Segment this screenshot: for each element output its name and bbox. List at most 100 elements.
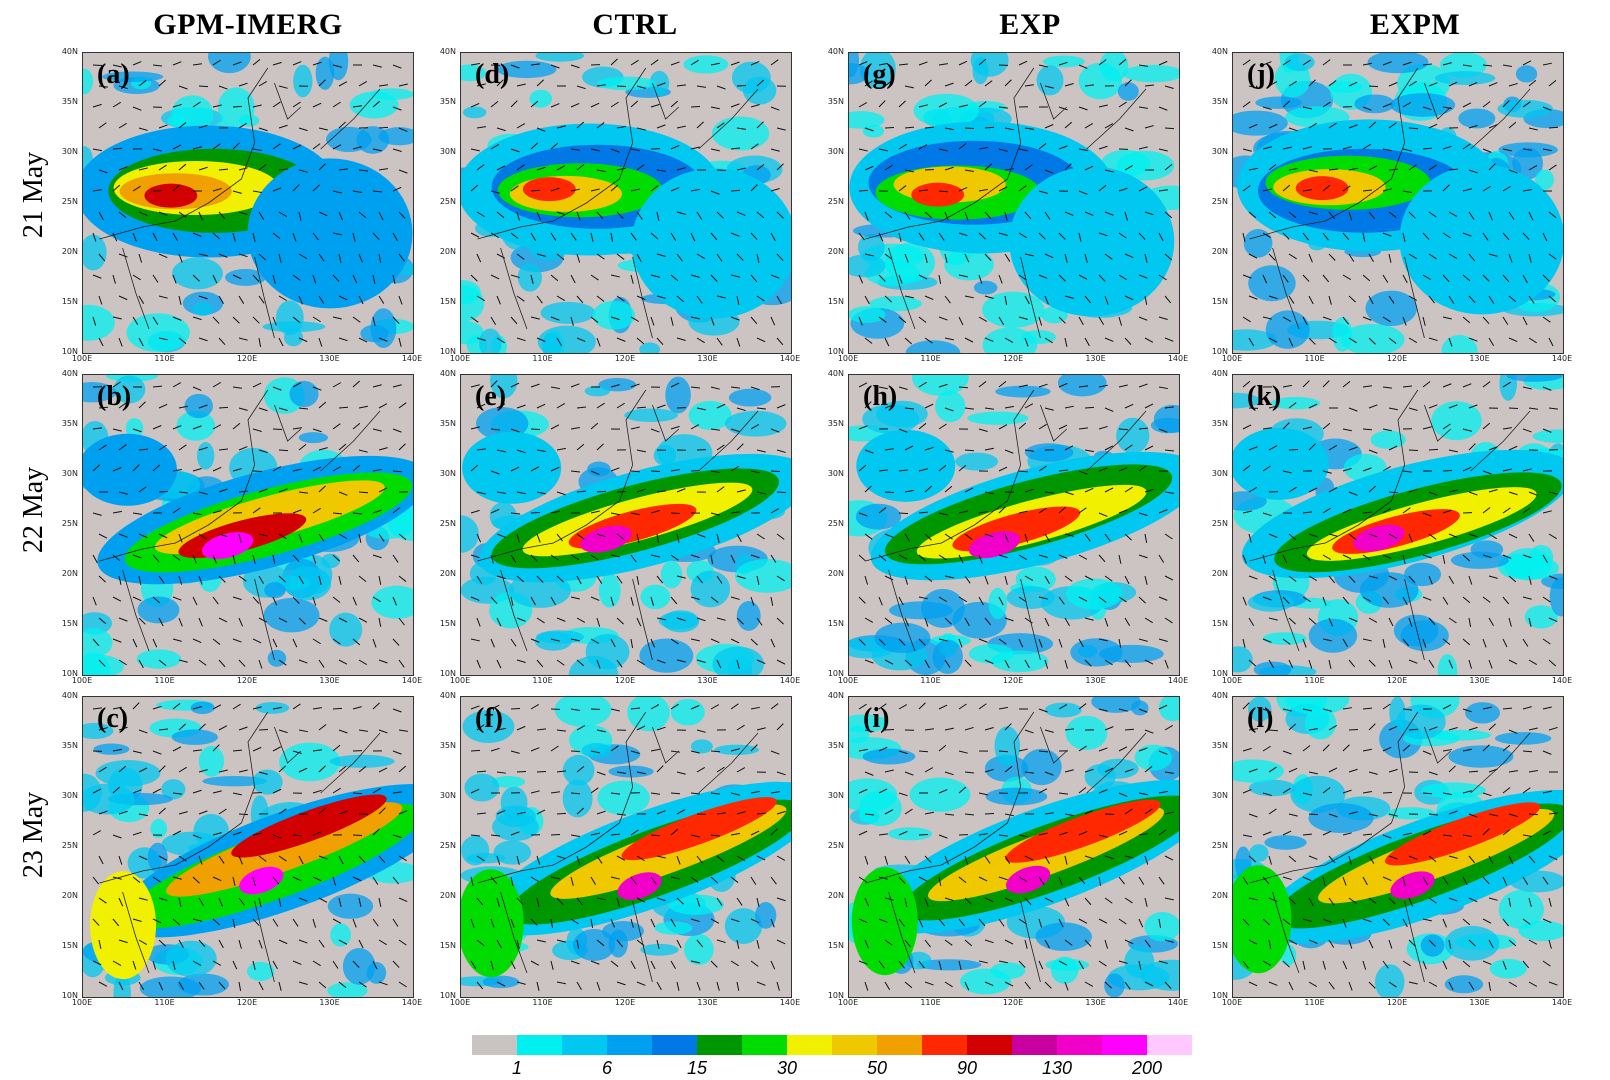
wind-barb bbox=[756, 163, 765, 171]
wind-barb bbox=[132, 876, 141, 884]
lat-tick-label: 40N bbox=[439, 369, 456, 378]
wind-barb bbox=[470, 384, 480, 388]
wind-barb bbox=[590, 274, 599, 281]
lat-tick-label: 35N bbox=[439, 419, 456, 428]
wind-barb bbox=[92, 274, 102, 279]
wind-barb bbox=[1488, 575, 1498, 579]
wind-barb bbox=[636, 127, 646, 131]
lat-tick-label: 20N bbox=[61, 891, 78, 900]
wind-barb bbox=[944, 485, 953, 493]
wind-barb bbox=[1548, 812, 1558, 815]
wind-barb bbox=[1242, 148, 1252, 152]
wind-barb bbox=[138, 767, 148, 773]
wind-barb bbox=[904, 169, 914, 173]
wind-barb bbox=[1348, 768, 1358, 773]
wind-barb bbox=[978, 596, 984, 606]
lon-tick-label: 130E bbox=[697, 354, 718, 363]
lat-tick-label: 40N bbox=[827, 369, 844, 378]
wind-barb bbox=[736, 127, 746, 130]
wind-barb bbox=[1018, 554, 1028, 560]
wind-barb bbox=[1248, 728, 1258, 731]
wind-barb bbox=[590, 188, 600, 192]
wind-barb bbox=[398, 337, 402, 347]
wind-barb bbox=[630, 829, 639, 836]
lat-tick-label: 10N bbox=[61, 669, 78, 678]
wind-barb bbox=[1084, 897, 1092, 906]
wind-barb bbox=[730, 638, 740, 644]
wind-barb bbox=[1138, 465, 1147, 472]
wind-barb bbox=[1402, 876, 1406, 886]
wind-barb bbox=[1248, 659, 1257, 667]
wind-barb bbox=[192, 386, 202, 391]
wind-barb bbox=[476, 403, 486, 409]
wind-barb bbox=[1528, 575, 1532, 585]
wind-barb bbox=[1442, 383, 1452, 388]
wind-barb bbox=[132, 512, 142, 515]
wind-barb bbox=[232, 749, 243, 752]
wind-barb bbox=[590, 510, 600, 514]
rain-cell bbox=[113, 375, 146, 404]
wind-barb bbox=[1522, 60, 1532, 66]
wind-barb bbox=[1144, 981, 1154, 987]
wind-barb bbox=[576, 121, 585, 129]
wind-barb bbox=[92, 830, 102, 836]
rain-cell bbox=[562, 779, 593, 818]
wind-barb bbox=[1402, 470, 1412, 473]
wind-barb bbox=[1268, 337, 1278, 343]
wind-barb bbox=[118, 211, 127, 218]
wind-barb bbox=[1124, 403, 1134, 409]
wind-barb bbox=[770, 274, 780, 279]
wind-barb bbox=[1522, 232, 1530, 240]
wind-barb bbox=[312, 61, 322, 66]
wind-barb bbox=[1442, 469, 1453, 472]
wind-barb bbox=[1482, 596, 1491, 603]
wind-barb bbox=[1348, 811, 1358, 815]
lon-tick-label: 140E bbox=[779, 998, 801, 1007]
lat-tick-label: 10N bbox=[61, 991, 78, 1000]
wind-barb bbox=[138, 127, 148, 131]
wind-barb bbox=[864, 449, 874, 454]
wind-barb bbox=[864, 401, 872, 409]
wind-barb bbox=[1004, 855, 1011, 864]
wind-barb bbox=[510, 750, 520, 754]
wind-barb bbox=[1408, 617, 1413, 627]
wind-barb bbox=[1508, 575, 1517, 583]
wind-barb bbox=[918, 702, 926, 710]
wind-barb bbox=[776, 981, 780, 991]
wind-barb bbox=[178, 723, 186, 731]
wind-barb bbox=[1422, 596, 1432, 601]
wind-barb bbox=[258, 253, 267, 261]
wind-barb bbox=[278, 533, 287, 540]
wind-barb bbox=[944, 855, 949, 865]
wind-barb bbox=[630, 960, 636, 970]
wind-barb bbox=[192, 101, 201, 108]
rain-cell bbox=[857, 233, 885, 261]
rain-cell bbox=[658, 612, 699, 630]
wind-barb bbox=[1422, 830, 1432, 836]
wind-barb bbox=[292, 554, 300, 563]
wind-barb bbox=[1428, 771, 1438, 776]
wind-barb bbox=[312, 707, 322, 710]
wind-barb bbox=[756, 981, 766, 986]
wind-barb bbox=[1124, 855, 1134, 859]
wind-barb bbox=[138, 575, 142, 585]
wind-barb bbox=[918, 554, 927, 562]
wind-barb bbox=[510, 100, 518, 108]
wind-barb bbox=[1308, 939, 1318, 944]
wind-barb bbox=[590, 918, 594, 928]
wind-barb bbox=[710, 274, 718, 282]
wind-barb bbox=[118, 897, 124, 907]
lon-tick-label: 100E bbox=[837, 676, 859, 685]
wind-barb bbox=[1528, 211, 1534, 221]
wind-barb bbox=[530, 189, 541, 192]
wind-barb bbox=[1382, 148, 1392, 152]
wind-barb bbox=[1422, 63, 1432, 66]
wind-barb bbox=[978, 960, 988, 964]
wind-barb bbox=[1262, 61, 1272, 66]
wind-barb bbox=[212, 466, 222, 472]
wind-barb bbox=[1058, 106, 1068, 111]
wind-barb bbox=[112, 184, 121, 192]
wind-barb bbox=[372, 316, 376, 326]
rain-cell bbox=[932, 639, 963, 674]
wind-barb bbox=[1502, 100, 1510, 108]
